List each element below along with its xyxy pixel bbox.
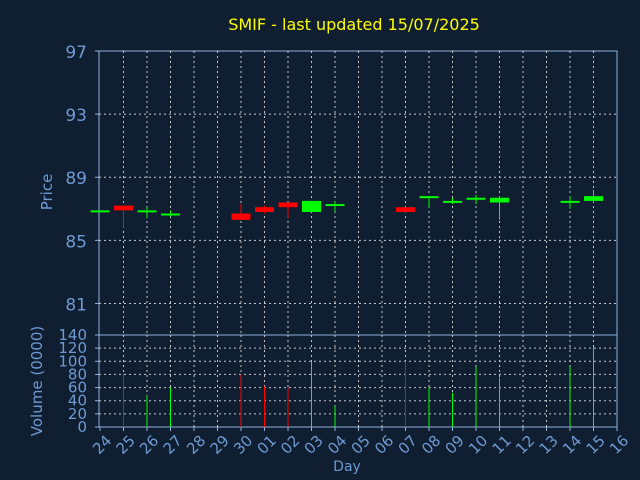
x-tick-label: 26 <box>136 432 162 458</box>
volume-tick-label: 0 <box>77 418 87 436</box>
x-tick-label: 27 <box>160 432 186 458</box>
candle-body <box>114 205 133 211</box>
x-tick-label: 05 <box>348 432 374 458</box>
volume-tick-label: 140 <box>58 326 87 344</box>
x-tick-label: 28 <box>183 432 209 458</box>
x-tick-label: 14 <box>559 432 585 458</box>
candle-body <box>466 197 486 200</box>
price-tick-label: 89 <box>65 169 87 189</box>
chart-title: SMIF - last updated 15/07/2025 <box>228 15 480 34</box>
x-tick-label: 06 <box>371 432 397 458</box>
volume-bars <box>123 346 594 427</box>
candle <box>443 197 462 205</box>
x-tick-label: 07 <box>395 432 421 458</box>
x-tick-label: 13 <box>536 432 562 458</box>
candle-body <box>278 202 298 208</box>
volume-tick-label: 120 <box>58 339 87 357</box>
price-tick-label: 81 <box>65 295 87 315</box>
candle-body <box>443 200 462 203</box>
candle-body <box>231 213 251 220</box>
candle-body <box>396 207 415 212</box>
price-grid <box>99 51 617 335</box>
candle <box>584 189 603 203</box>
price-tick-label: 97 <box>65 43 87 63</box>
candle <box>466 194 486 205</box>
x-tick-label: 16 <box>606 432 632 458</box>
candle <box>161 210 180 217</box>
x-tick-label: 25 <box>113 432 139 458</box>
candle <box>114 205 133 228</box>
candle-body <box>584 196 603 201</box>
volume-tick-label: 20 <box>68 405 87 423</box>
price-tick-label: 93 <box>65 106 87 126</box>
candle <box>231 204 251 220</box>
candle <box>278 202 298 219</box>
x-tick-label: 08 <box>418 432 444 458</box>
volume-tick-label: 40 <box>68 392 87 410</box>
x-tick-label: 30 <box>230 432 256 458</box>
candle-body <box>137 210 157 213</box>
candle-body <box>161 213 180 216</box>
price-y-ticks: 97 93 89 85 81 <box>65 43 99 315</box>
volume-tick-label: 80 <box>68 365 87 383</box>
candle-body <box>255 207 274 212</box>
candle <box>490 196 509 220</box>
candles <box>90 189 603 228</box>
x-ticks: 2425262728293001020304050607080910111213… <box>89 427 632 458</box>
x-axis-label: Day <box>333 459 361 475</box>
volume-tick-label: 100 <box>58 352 87 370</box>
x-tick-label: 03 <box>301 432 327 458</box>
x-tick-label: 29 <box>207 432 233 458</box>
x-tick-label: 10 <box>465 432 491 458</box>
candle <box>90 210 110 213</box>
x-tick-label: 11 <box>489 432 515 458</box>
candle-body <box>419 196 439 199</box>
candle <box>325 200 345 212</box>
x-tick-label: 04 <box>324 432 350 458</box>
price-panel: 97 93 89 85 81 Price <box>38 43 618 336</box>
volume-tick-label: 60 <box>68 379 87 397</box>
candle-body <box>325 204 345 207</box>
candle-body <box>560 200 580 203</box>
candle <box>419 196 439 208</box>
candle <box>560 196 580 209</box>
volume-grid <box>99 335 617 427</box>
x-tick-label: 02 <box>277 432 303 458</box>
x-tick-label: 12 <box>512 432 538 458</box>
candle-body <box>302 200 321 212</box>
candle-body <box>490 197 509 203</box>
candle <box>137 207 157 219</box>
candle <box>255 205 274 214</box>
price-axis-label: Price <box>38 174 56 211</box>
candle <box>396 207 415 214</box>
candle-body <box>90 210 110 213</box>
x-tick-label: 15 <box>583 432 609 458</box>
volume-axis-label: Volume (0000) <box>28 326 46 436</box>
price-tick-label: 85 <box>65 232 87 252</box>
x-tick-label: 01 <box>254 432 280 458</box>
x-tick-label: 09 <box>442 432 468 458</box>
x-tick-label: 24 <box>89 432 115 458</box>
candle <box>302 200 321 212</box>
